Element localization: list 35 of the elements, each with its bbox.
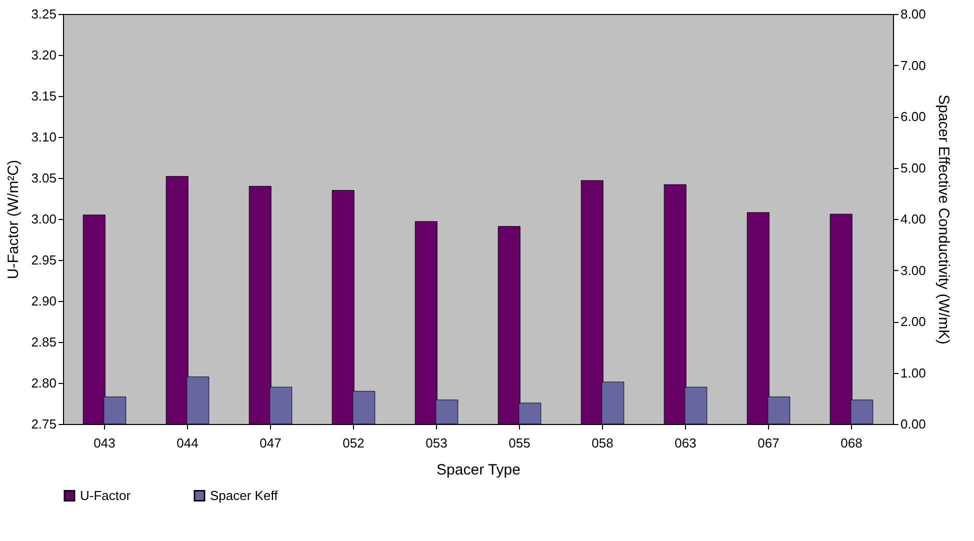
y2-axis-title: Spacer Effective Conductivity (W/mK) xyxy=(934,94,952,344)
x-tick-label: 053 xyxy=(426,436,448,450)
y2-tick-label: 5.00 xyxy=(900,160,926,176)
y2-tick-label: 4.00 xyxy=(900,212,926,226)
legend-label: U-Factor xyxy=(80,488,132,503)
y-tick-label: 3.20 xyxy=(31,48,56,62)
x-tick-label: 058 xyxy=(592,436,614,450)
x-tick-label: 047 xyxy=(260,436,282,450)
y2-tick-label: 6.00 xyxy=(900,109,926,124)
y2-tick-label: 8.00 xyxy=(900,6,926,22)
y2-tick-label: 0.00 xyxy=(900,416,926,432)
y-tick-label: 3.10 xyxy=(31,130,56,144)
x-tick-label: 055 xyxy=(508,436,530,450)
x-tick-label: 063 xyxy=(674,436,696,450)
y-tick-label: 2.95 xyxy=(31,252,56,268)
y2-tick-label: 1.00 xyxy=(900,365,926,380)
x-axis-title: Spacer Type xyxy=(436,462,520,478)
y-axis-title: U-Factor (W/m²C) xyxy=(5,160,22,280)
x-tick-label: 043 xyxy=(94,436,116,450)
x-tick-label: 067 xyxy=(758,436,780,450)
y2-tick-label: 3.00 xyxy=(900,262,926,278)
y-tick-label: 2.90 xyxy=(31,294,56,308)
y-tick-label: 3.15 xyxy=(31,88,56,104)
y2-tick-label: 2.00 xyxy=(900,314,926,329)
x-tick-label: 044 xyxy=(176,436,198,450)
y-tick-label: 3.25 xyxy=(31,6,56,22)
x-tick-label: 052 xyxy=(342,436,364,450)
y-tick-label: 2.85 xyxy=(31,334,56,350)
y-tick-label: 2.75 xyxy=(31,416,56,432)
y-tick-label: 3.00 xyxy=(31,212,56,226)
y2-tick-label: 7.00 xyxy=(900,58,926,73)
legend-label: Spacer Keff xyxy=(210,488,278,503)
x-tick-label: 068 xyxy=(840,436,862,450)
y-tick-label: 3.05 xyxy=(31,170,56,186)
y-tick-label: 2.80 xyxy=(31,376,56,390)
